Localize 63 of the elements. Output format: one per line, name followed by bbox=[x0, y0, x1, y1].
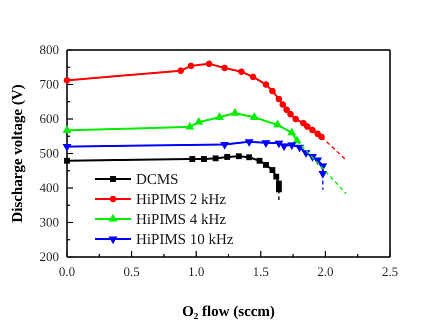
point bbox=[188, 62, 194, 70]
y-tick-label: 400 bbox=[40, 180, 59, 196]
point bbox=[309, 126, 316, 134]
point bbox=[221, 64, 228, 72]
point bbox=[244, 139, 254, 147]
point bbox=[224, 154, 230, 160]
legend-label: HiPIMS 2 kHz bbox=[136, 192, 226, 208]
x-tick-label: 2.5 bbox=[382, 264, 398, 280]
point bbox=[292, 116, 299, 122]
x-axis-title: O₂ flow (sccm) bbox=[182, 304, 275, 320]
point bbox=[256, 158, 262, 164]
y-tick-label: 700 bbox=[40, 76, 59, 92]
x-tick-label: 1.0 bbox=[188, 264, 204, 280]
point bbox=[185, 122, 194, 130]
point bbox=[270, 167, 276, 173]
point bbox=[276, 96, 282, 102]
point bbox=[189, 156, 196, 162]
point bbox=[295, 144, 304, 152]
point bbox=[250, 74, 256, 80]
x-tick-label: 2.0 bbox=[317, 264, 334, 280]
point bbox=[64, 77, 70, 84]
point bbox=[287, 110, 294, 118]
point bbox=[269, 88, 276, 94]
point bbox=[206, 60, 212, 68]
x-tick-label: 1.5 bbox=[252, 264, 269, 280]
point bbox=[64, 158, 70, 164]
point bbox=[238, 68, 245, 76]
y-tick-label: 200 bbox=[40, 249, 59, 264]
point bbox=[287, 128, 296, 136]
x-tick-label: 0.5 bbox=[123, 264, 140, 280]
point bbox=[287, 142, 296, 150]
point bbox=[215, 112, 224, 120]
point bbox=[273, 120, 282, 128]
point bbox=[273, 174, 280, 180]
point bbox=[263, 162, 269, 168]
point bbox=[220, 142, 230, 150]
y-tick-label: 300 bbox=[40, 214, 59, 230]
point bbox=[62, 144, 72, 152]
y-tick-label: 800 bbox=[40, 42, 59, 58]
point bbox=[177, 67, 184, 74]
point bbox=[262, 140, 270, 148]
legend-label: DCMS bbox=[136, 172, 179, 188]
y-axis-title: Discharge voltage (V) bbox=[10, 84, 26, 223]
point bbox=[276, 180, 282, 186]
point bbox=[230, 108, 240, 116]
point bbox=[262, 81, 270, 88]
point bbox=[236, 153, 242, 160]
point bbox=[279, 101, 286, 108]
x-tick-label: 0.0 bbox=[58, 264, 76, 280]
point bbox=[276, 186, 282, 192]
point bbox=[62, 125, 72, 133]
point bbox=[194, 116, 204, 125]
y-tick-label: 600 bbox=[40, 111, 59, 126]
point bbox=[212, 155, 218, 162]
point bbox=[283, 106, 290, 113]
point bbox=[274, 140, 284, 148]
point bbox=[250, 112, 259, 120]
y-tick-label: 500 bbox=[40, 146, 59, 161]
legend-label: HiPIMS 4 kHz bbox=[136, 212, 226, 228]
point bbox=[201, 156, 207, 162]
point bbox=[304, 123, 311, 130]
legend-label: HiPIMS 10 kHz bbox=[136, 232, 234, 248]
point bbox=[280, 143, 288, 152]
